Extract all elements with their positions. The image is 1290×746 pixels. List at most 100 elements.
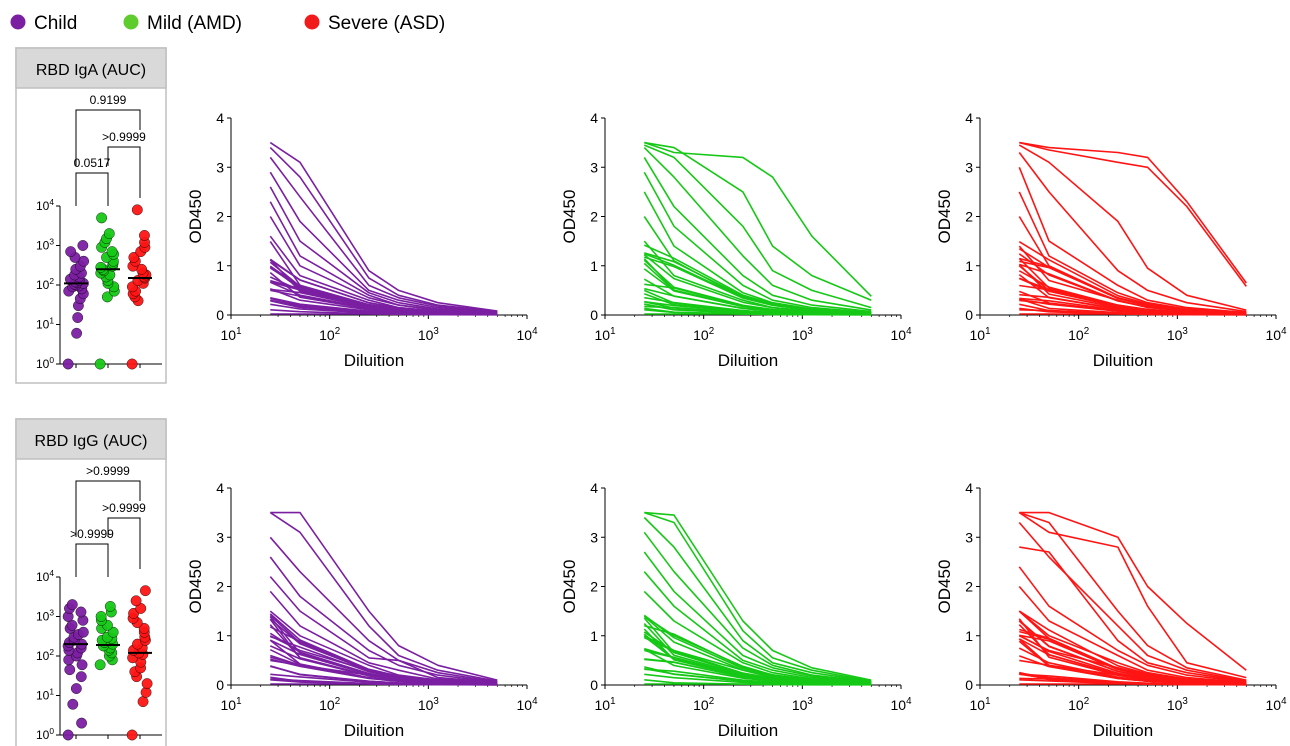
auc-y-tick-label: 103 (36, 607, 54, 623)
series-line (643, 615, 872, 684)
auc-data-point (77, 240, 89, 251)
series-line (1018, 585, 1247, 684)
auc-data-point (70, 683, 82, 694)
x-tick-label: 104 (1265, 696, 1287, 713)
y-tick-label: 3 (216, 529, 224, 545)
auc-data-point (95, 261, 107, 273)
auc-data-point (130, 595, 142, 607)
series-line (643, 171, 872, 314)
legend-label: Severe (ASD) (328, 13, 445, 34)
y-tick-label: 2 (965, 209, 973, 225)
y-tick-label: 3 (590, 159, 598, 175)
series-line (269, 156, 498, 313)
series-line (643, 551, 872, 684)
auc-panel-title: RBD IgA (AUC) (36, 62, 146, 79)
series-lines (643, 141, 872, 316)
x-tick-label: 101 (969, 326, 990, 343)
significance-bracket (75, 172, 109, 206)
series-line (643, 590, 872, 684)
series-line (643, 571, 872, 684)
dilution-curve-panel: 0 1 2 3 4 101 102 103 104 OD450 Diluition (935, 110, 1287, 370)
x-tick-label: 104 (516, 696, 538, 713)
y-tick-label: 4 (965, 480, 973, 496)
x-tick-label: 102 (693, 326, 714, 343)
dilution-curve-panel: 0 1 2 3 4 101 102 103 104 OD450 Diluition (935, 480, 1287, 740)
auc-y-tick-label: 102 (36, 647, 54, 663)
legend-marker (10, 14, 26, 30)
series-line (1019, 511, 1247, 671)
x-tick-label: 101 (594, 696, 615, 713)
series-line (643, 147, 872, 311)
series-line (643, 516, 872, 683)
y-tick-label: 1 (590, 628, 598, 644)
series-lines (643, 511, 872, 686)
x-tick-label: 101 (594, 326, 615, 343)
p-value-label: >0.9999 (70, 527, 114, 541)
y-tick-label: 1 (590, 258, 598, 274)
series-line (643, 635, 872, 685)
series-line (269, 511, 498, 682)
x-tick-label: 104 (1265, 326, 1287, 343)
auc-y-tick-label: 104 (36, 568, 54, 584)
dilution-curve-panel: 0 1 2 3 4 101 102 103 104 OD450 Diluition (186, 110, 538, 370)
x-tick-label: 103 (792, 326, 814, 343)
auc-data-point (101, 291, 113, 303)
significance-bracket (75, 109, 141, 166)
auc-data-point (75, 671, 87, 683)
series-line (1018, 144, 1247, 311)
series-line (644, 511, 872, 681)
auc-panel: RBD IgG (AUC) 100 101 102 103 104 >0.9999 >0.99… (15, 418, 167, 746)
series-line (270, 511, 498, 681)
series-line (1018, 191, 1247, 314)
y-tick-label: 4 (216, 110, 224, 126)
y-tick-label: 0 (965, 677, 973, 693)
y-tick-label: 1 (216, 258, 224, 274)
significance-bracket (75, 480, 141, 537)
y-tick-label: 1 (965, 628, 973, 644)
auc-data-point (62, 358, 74, 370)
x-tick-label: 103 (1167, 696, 1189, 713)
x-tick-label: 102 (319, 326, 340, 343)
series-lines (269, 511, 498, 686)
x-tick-label: 101 (969, 696, 990, 713)
x-tick-label: 101 (220, 326, 241, 343)
series-line (1019, 141, 1247, 284)
auc-data-point (77, 626, 89, 638)
significance-bracket (107, 517, 141, 569)
series-line (269, 147, 498, 313)
p-value-label: 0.9199 (90, 93, 127, 107)
series-line (270, 654, 498, 685)
x-axis-title: Diluition (1093, 721, 1153, 740)
y-tick-label: 0 (590, 677, 598, 693)
p-value-label: 0.0517 (74, 156, 111, 170)
x-axis-title: Diluition (718, 721, 778, 740)
y-tick-label: 0 (216, 307, 224, 323)
series-line (269, 235, 498, 315)
auc-panel: RBD IgA (AUC) 100 101 102 103 104 0.0517 >0.999… (15, 47, 167, 384)
y-tick-label: 2 (216, 579, 224, 595)
auc-data-point (65, 246, 77, 258)
x-tick-label: 104 (890, 696, 912, 713)
series-line (1018, 566, 1247, 683)
series-line (1018, 610, 1247, 684)
significance-bracket (75, 543, 109, 577)
y-tick-label: 0 (216, 677, 224, 693)
series-line (643, 216, 872, 314)
auc-panel-frame (15, 47, 167, 384)
series-line (269, 171, 498, 314)
y-axis-title: OD450 (560, 190, 579, 244)
auc-data-point (94, 659, 106, 671)
series-line (1019, 546, 1247, 683)
auc-panel-header (15, 418, 167, 460)
series-line (1018, 152, 1247, 313)
series-lines (269, 141, 498, 316)
series-line (269, 610, 498, 684)
x-tick-label: 101 (220, 696, 241, 713)
legend-item: Severe (ASD) (304, 13, 445, 34)
x-tick-label: 103 (792, 696, 814, 713)
y-tick-label: 3 (590, 529, 598, 545)
series-line (1019, 659, 1247, 685)
series-line (1018, 635, 1247, 685)
series-line (643, 144, 872, 309)
auc-y-tick-label: 103 (36, 236, 54, 252)
